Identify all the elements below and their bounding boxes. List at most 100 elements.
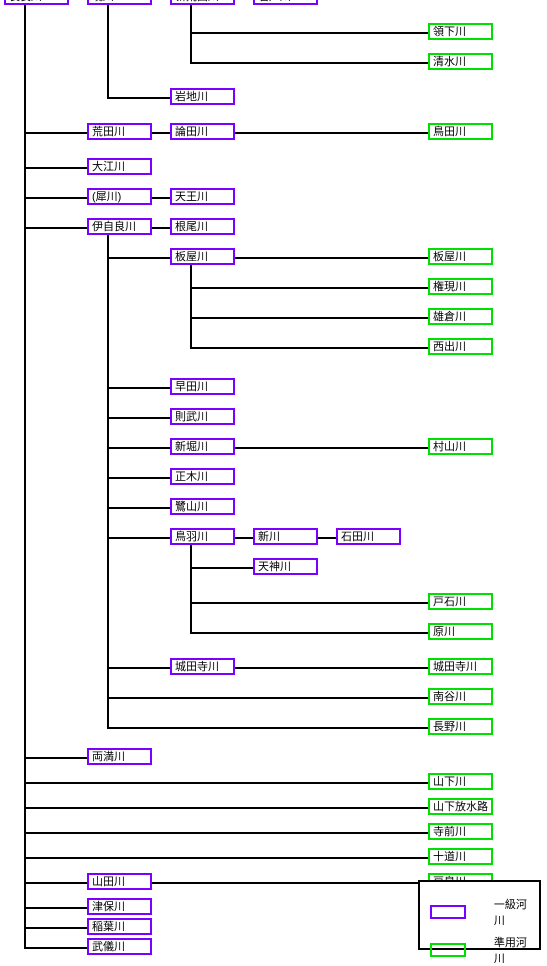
node-shirotoji: 城田寺川	[170, 658, 235, 675]
node-neo: 根尾川	[170, 218, 235, 235]
connector-h	[235, 132, 428, 134]
node-itaya: 板屋川	[170, 248, 235, 265]
connector-h	[107, 257, 170, 259]
node-shirotoji2: 城田寺川	[428, 658, 493, 675]
connector-h	[152, 132, 170, 134]
node-nagara: 長良川	[4, 0, 69, 5]
connector-h	[24, 132, 87, 134]
node-ishida: 石田川	[336, 528, 401, 545]
legend-swatch	[430, 905, 466, 919]
legend-label: 一級河川	[494, 896, 529, 928]
connector-h	[107, 97, 170, 99]
diagram-canvas: 長良川 境川 新荒田川 岩戸川領下川清水川岩地川荒田川 論田川 鳥田川大江川 (犀川) 天王川…	[0, 0, 547, 964]
connector-h	[107, 447, 170, 449]
node-ijira: 伊自良川	[87, 218, 152, 235]
legend-row: 一級河川	[430, 896, 529, 928]
connector-h	[190, 602, 428, 604]
node-toishi: 戸石川	[428, 593, 493, 610]
node-hara: 原川	[428, 623, 493, 640]
node-shinarata: 新荒田川	[170, 0, 235, 5]
connector-h	[107, 477, 170, 479]
node-ryoge: 領下川	[428, 23, 493, 40]
node-shimada: 鳥田川	[428, 123, 493, 140]
node-oe: 大江川	[87, 158, 152, 175]
node-shinhori: 新堀川	[170, 438, 235, 455]
node-inu: (犀川)	[87, 188, 152, 205]
connector-h	[190, 32, 428, 34]
connector-h	[190, 62, 428, 64]
node-minamitani: 南谷川	[428, 688, 493, 705]
node-judo: 十道川	[428, 848, 493, 865]
connector-h	[235, 447, 428, 449]
connector-v	[190, 265, 192, 348]
node-sakai: 境川	[87, 0, 152, 5]
node-yamahosui: 山下放水路	[428, 798, 493, 815]
connector-h	[152, 882, 428, 884]
connector-h	[190, 317, 428, 319]
legend-label: 準用河川	[494, 934, 529, 966]
connector-h	[190, 347, 428, 349]
node-mugi: 武儀川	[87, 938, 152, 955]
connector-h	[107, 537, 170, 539]
node-nishide: 西出川	[428, 338, 493, 355]
node-yamada: 山田川	[87, 873, 152, 890]
connector-h	[235, 667, 428, 669]
connector-h	[107, 507, 170, 509]
node-gongen: 権現川	[428, 278, 493, 295]
connector-h	[107, 387, 170, 389]
connector-h	[107, 727, 428, 729]
legend-swatch	[430, 943, 466, 957]
node-yamashita: 山下川	[428, 773, 493, 790]
node-teramae: 寺前川	[428, 823, 493, 840]
node-itaya2: 板屋川	[428, 248, 493, 265]
node-masaki: 正木川	[170, 468, 235, 485]
node-ryoman: 両満川	[87, 748, 152, 765]
node-ronda: 論田川	[170, 123, 235, 140]
connector-v	[190, 545, 192, 633]
node-sagiyama: 鷺山川	[170, 498, 235, 515]
node-iwaji: 岩地川	[170, 88, 235, 105]
connector-h	[24, 167, 87, 169]
connector-h	[152, 197, 170, 199]
node-arata: 荒田川	[87, 123, 152, 140]
node-tsubo: 津保川	[87, 898, 152, 915]
connector-h	[190, 287, 428, 289]
connector-v	[107, 235, 109, 728]
connector-h	[24, 782, 428, 784]
connector-h	[235, 537, 253, 539]
connector-h	[190, 567, 253, 569]
connector-h	[24, 832, 428, 834]
node-noritake: 則武川	[170, 408, 235, 425]
connector-h	[24, 197, 87, 199]
connector-h	[318, 537, 336, 539]
legend: 一級河川準用河川	[418, 880, 541, 950]
node-hayata: 早田川	[170, 378, 235, 395]
connector-h	[24, 882, 87, 884]
connector-h	[24, 907, 87, 909]
connector-h	[235, 257, 428, 259]
node-shimizu: 清水川	[428, 53, 493, 70]
connector-h	[107, 417, 170, 419]
connector-h	[190, 632, 428, 634]
node-iwato: 岩戸川	[253, 0, 318, 5]
connector-h	[107, 697, 428, 699]
connector-h	[24, 927, 87, 929]
node-tenno: 天王川	[170, 188, 235, 205]
connector-h	[24, 227, 87, 229]
connector-v	[107, 5, 109, 98]
node-kamakura: 雄倉川	[428, 308, 493, 325]
connector-h	[24, 807, 428, 809]
connector-h	[24, 757, 87, 759]
connector-h	[24, 857, 428, 859]
node-toba: 鳥羽川	[170, 528, 235, 545]
connector-h	[24, 947, 87, 949]
node-tenjin: 天神川	[253, 558, 318, 575]
connector-v	[190, 5, 192, 63]
legend-row: 準用河川	[430, 934, 529, 966]
node-nagano: 長野川	[428, 718, 493, 735]
node-shin: 新川	[253, 528, 318, 545]
node-murayama: 村山川	[428, 438, 493, 455]
node-inahata: 稲葉川	[87, 918, 152, 935]
connector-h	[107, 667, 170, 669]
connector-h	[152, 227, 170, 229]
